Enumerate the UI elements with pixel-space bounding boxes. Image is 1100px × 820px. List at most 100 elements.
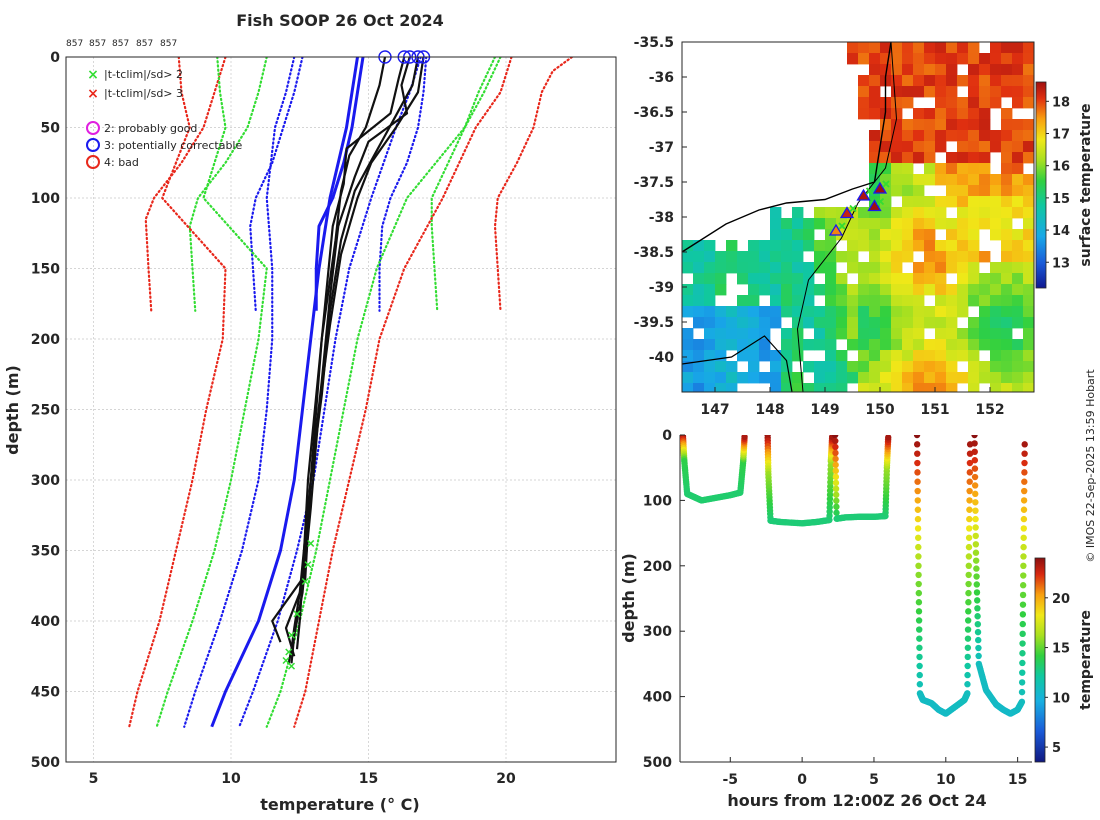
sst-cell <box>891 152 903 164</box>
sst-cell <box>781 328 793 340</box>
sst-cell <box>1012 207 1024 219</box>
sst-cell <box>1001 229 1013 241</box>
sst-cell <box>935 350 947 362</box>
legend-label-magenta-circle: 2: probably good <box>104 122 197 135</box>
drop-triangle-marker <box>828 223 844 236</box>
sst-cell <box>880 163 892 175</box>
sst-cell <box>792 218 804 230</box>
track-point <box>972 515 979 523</box>
sst-cell <box>913 42 925 54</box>
sst-cell <box>693 251 705 263</box>
sst-colorbar-tick-label: 17 <box>1052 128 1070 143</box>
sst-cell <box>693 383 705 392</box>
sst-cell <box>946 196 958 208</box>
sst-cell <box>946 174 958 186</box>
sst-cell <box>759 240 771 252</box>
sst-cell <box>1001 64 1013 76</box>
sst-cell <box>990 339 1002 351</box>
sst-cell <box>825 339 837 351</box>
sst-cell <box>946 295 958 307</box>
y-tick-label: 150 <box>31 262 60 278</box>
sst-cell <box>902 251 914 263</box>
shelf-contour <box>796 42 898 392</box>
track-point <box>916 635 923 642</box>
sst-cell <box>891 42 903 54</box>
sst-cell <box>715 339 727 351</box>
sst-cell <box>759 328 771 340</box>
sst-cell <box>1001 284 1013 296</box>
legend-item-red-x: × |t-tclim|/sd> 3 <box>87 86 183 102</box>
sst-cell <box>891 130 903 142</box>
legend-label-red-x: |t-tclim|/sd> 3 <box>104 87 183 100</box>
sst-cell <box>957 163 969 175</box>
profile-grid <box>66 56 616 763</box>
sst-cell <box>1023 141 1034 153</box>
sst-cell <box>957 119 969 131</box>
track-point <box>914 487 921 495</box>
sst-cell <box>979 108 991 120</box>
sst-cell <box>935 251 947 263</box>
sst-field <box>682 42 1034 392</box>
sst-cell <box>869 97 881 109</box>
sst-cell <box>1001 174 1013 186</box>
sst-cell <box>935 383 947 392</box>
temperature-colorbar-tick-label: 20 <box>1052 592 1070 607</box>
sst-cell <box>968 383 980 392</box>
sst-cell <box>880 130 892 142</box>
drop-markers <box>828 180 890 236</box>
map-y-tick-label: -39 <box>649 280 674 296</box>
sst-cell <box>880 207 892 219</box>
sst-cell <box>957 97 969 109</box>
track-point <box>832 437 839 445</box>
sst-cell <box>946 328 958 340</box>
sst-cell <box>880 251 892 263</box>
track-point <box>973 573 980 580</box>
sst-cell <box>858 75 870 87</box>
sst-cell <box>1012 196 1024 208</box>
map-ticks: 147 148 149 150 151 152 -35.5 -36 -36.5 -37 -37.5 -… <box>634 35 1005 418</box>
sst-cell <box>825 295 837 307</box>
sst-cell <box>869 317 881 329</box>
map-x-tick-label: 150 <box>865 402 894 418</box>
sst-cell <box>803 262 815 274</box>
sst-cell <box>935 42 947 54</box>
sst-cell <box>1001 306 1013 318</box>
sst-cell <box>682 251 694 263</box>
depth-time-y-tick-label: 100 <box>643 493 672 509</box>
climatology-line <box>155 57 268 728</box>
circle-marker-icon <box>86 121 100 135</box>
sst-cell <box>957 42 969 54</box>
track-point <box>1019 640 1026 647</box>
sst-cell <box>836 306 848 318</box>
profile-id-4: 857 <box>136 39 153 49</box>
sst-cell <box>935 64 947 76</box>
sst-cell <box>1012 372 1024 384</box>
sst-cell <box>957 218 969 230</box>
sst-cell <box>704 361 716 373</box>
sst-cell <box>704 306 716 318</box>
track-point <box>1019 669 1026 676</box>
sst-cell <box>759 372 771 384</box>
sst-cell <box>715 251 727 263</box>
sst-cell <box>869 229 881 241</box>
y-tick-label: 100 <box>31 191 60 207</box>
track-point <box>964 681 971 688</box>
sst-cell <box>946 361 958 373</box>
legend: × |t-tclim|/sd> 2 × |t-tclim|/sd> 3 2: p… <box>86 67 242 169</box>
track-point <box>1020 534 1027 541</box>
sst-cell <box>968 163 980 175</box>
sst-cell <box>880 119 892 131</box>
sst-cell <box>1023 295 1034 307</box>
x-marker-icon: × <box>87 86 99 102</box>
sst-cell <box>737 273 749 285</box>
sst-cell <box>902 64 914 76</box>
sst-cell <box>869 273 881 285</box>
sst-cell <box>869 339 881 351</box>
sst-cell <box>1023 339 1034 351</box>
track-point <box>975 652 982 660</box>
sst-cell <box>902 317 914 329</box>
sst-cell <box>924 339 936 351</box>
sst-cell <box>704 317 716 329</box>
sst-cell <box>836 218 848 230</box>
